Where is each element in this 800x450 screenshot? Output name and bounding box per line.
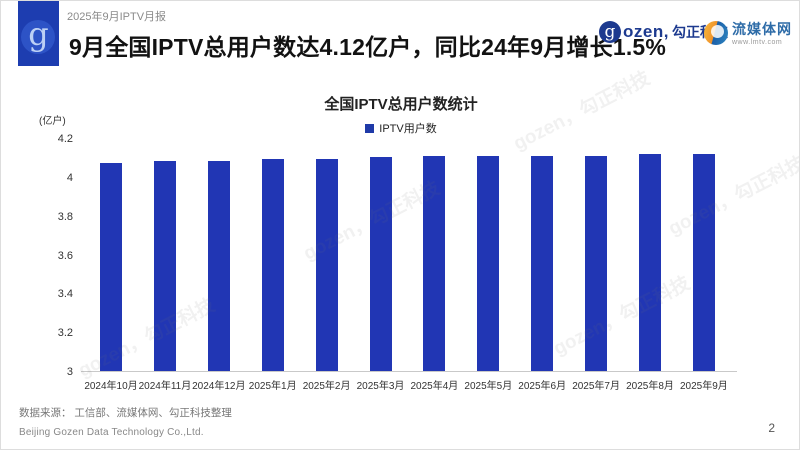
chart-title: 全国IPTV总用户数统计 — [324, 96, 478, 113]
x-tick-label: 2025年5月 — [464, 381, 513, 392]
x-tick-label: 2025年1月 — [248, 381, 297, 392]
gozen-wordmark: ozen, — [623, 22, 669, 41]
gozen-logo-mark: g — [18, 1, 59, 66]
x-tick-label: 2025年7月 — [572, 381, 620, 392]
lmtv-crescent-icon — [704, 20, 728, 45]
page-number: 2 — [768, 421, 775, 435]
headline: 9月全国IPTV总用户数达4.12亿户，同比24年9月增长1.5% — [69, 34, 667, 60]
y-tick-label: 3.8 — [57, 210, 73, 223]
x-tick-label: 2025年4月 — [410, 381, 459, 392]
chart-legend: IPTV用户数 — [1, 120, 799, 136]
logo-circle-icon — [21, 20, 55, 54]
company-note: Beijing Gozen Data Technology Co.,Ltd. — [19, 427, 204, 438]
legend-swatch-icon — [365, 123, 375, 133]
y-axis-unit: (亿户) — [39, 116, 66, 127]
y-axis: 3 3.2 3.4 3.6 3.8 4 4.2 — [1, 133, 73, 378]
logo-g-glyph: g — [28, 15, 49, 53]
x-tick-label: 2024年12月 — [192, 381, 246, 392]
bar-2025年4月 — [423, 155, 446, 371]
bar-2025年8月 — [639, 153, 661, 371]
lmtv-url: www.lmtv.com — [732, 39, 783, 46]
x-tick-label: 2025年2月 — [302, 381, 351, 392]
x-tick-label: 2025年9月 — [679, 381, 728, 392]
y-tick-label: 3 — [66, 366, 73, 378]
bar-2025年9月 — [692, 153, 715, 371]
x-tick-label: 2025年3月 — [356, 381, 405, 392]
y-tick-label: 4 — [66, 171, 73, 184]
legend-label: IPTV用户数 — [379, 123, 437, 135]
bar-2024年12月 — [207, 161, 230, 371]
report-label: 2025年9月IPTV月报 — [67, 11, 167, 23]
y-tick-label: 3.4 — [57, 288, 73, 301]
y-tick-label: 4.2 — [57, 133, 73, 145]
y-tick-label: 3.2 — [57, 327, 73, 340]
x-tick-label: 2025年6月 — [518, 381, 567, 392]
bar-2025年2月 — [315, 159, 338, 371]
lmtv-brand-logo: 流媒体网 www.lmtv.com — [704, 19, 792, 46]
bar-2025年6月 — [531, 155, 554, 371]
bar-2024年11月 — [153, 161, 176, 371]
lmtv-name: 流媒体网 — [732, 21, 792, 37]
gozen-g-icon: g — [599, 21, 621, 43]
data-source-note: 数据来源： 工信部、流媒体网、勾正科技整理 — [19, 407, 232, 419]
bar-plot-area — [81, 139, 737, 372]
bar-2025年1月 — [261, 159, 284, 371]
y-tick-label: 3.6 — [57, 249, 73, 262]
x-tick-label: 2024年11月 — [138, 381, 192, 392]
x-axis: 2024年10月 2024年11月 2024年12月 2025年1月 2025年2月 20… — [81, 377, 737, 392]
bar-2025年7月 — [585, 155, 608, 371]
x-tick-label: 2024年10月 — [84, 381, 138, 392]
gozen-brand-logo: g ozen, 勾正科技 — [599, 21, 728, 43]
bar-2025年3月 — [369, 157, 392, 371]
bar-2025年5月 — [477, 155, 500, 371]
bar-2024年10月 — [100, 163, 122, 371]
x-tick-label: 2025年8月 — [626, 381, 674, 392]
